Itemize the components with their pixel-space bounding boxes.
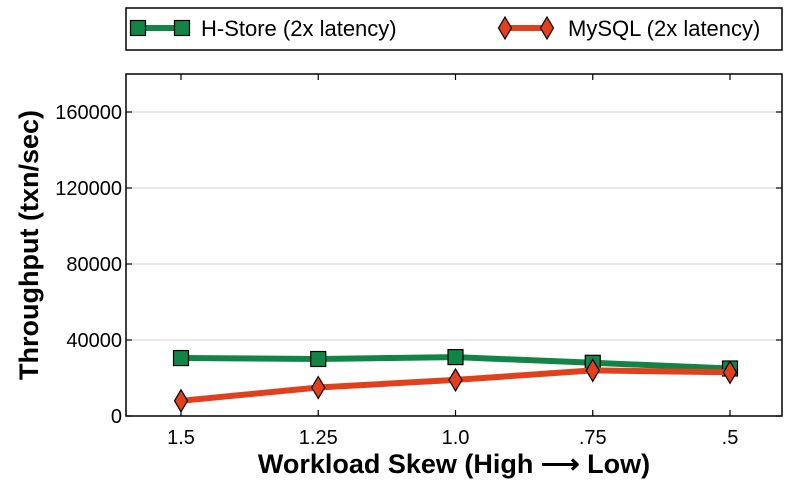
x-tick-label: 1.5 (167, 427, 195, 449)
data-point-hstore (447, 349, 464, 366)
y-tick-label: 80000 (66, 254, 122, 276)
legend-label-hstore: H-Store (2x latency) (201, 16, 397, 41)
y-axis-title: Throughput (txn/sec) (14, 110, 44, 380)
y-tick-label: 160000 (55, 102, 122, 124)
legend-marker-hstore (129, 19, 147, 37)
data-point-mysql (448, 367, 463, 393)
plot-frame (125, 73, 783, 417)
legend-marker-hstore (173, 19, 191, 37)
data-point-hstore (310, 350, 327, 368)
x-axis-title: Workload Skew (High ⟶ Low) (258, 449, 650, 479)
data-point-mysql (722, 360, 738, 385)
data-point-hstore (172, 349, 190, 367)
x-tick-label: .5 (722, 427, 739, 449)
legend: H-Store (2x latency) MySQL (2x latency) (125, 7, 783, 51)
y-tick-label: 120000 (55, 178, 122, 200)
data-point-mysql (311, 375, 326, 400)
legend-box (125, 7, 783, 51)
legend-label-mysql: MySQL (2x latency) (568, 16, 760, 41)
y-tick-label: 40000 (66, 330, 122, 352)
x-tick-label: 1.0 (442, 427, 470, 449)
x-tick-label: .75 (579, 427, 607, 449)
y-tick-label: 0 (111, 406, 122, 428)
data-point-mysql (585, 358, 600, 383)
legend-marker-mysql (497, 15, 513, 41)
x-tick-label: 1.25 (299, 427, 338, 449)
legend-marker-mysql (539, 15, 555, 41)
